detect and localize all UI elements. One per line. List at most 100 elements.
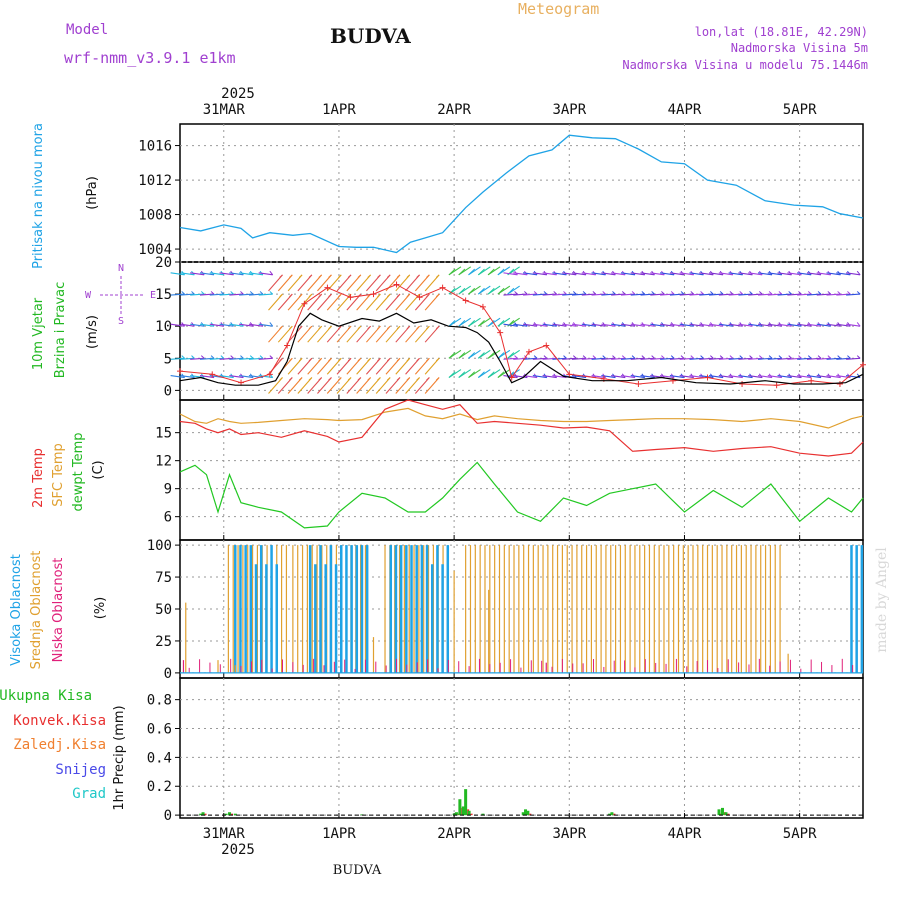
- gust-marker: [177, 368, 183, 375]
- pressure-ticks: 1004 1008 1012 1016: [138, 139, 801, 262]
- gust-marker: [808, 377, 815, 384]
- wind-arrow: [199, 374, 215, 379]
- wind-arrow-head: [269, 270, 274, 276]
- wind-arrow: [581, 323, 596, 327]
- wind-arrow: [689, 374, 704, 379]
- wind-arrow-head: [347, 274, 352, 278]
- wind-arrow-head: [318, 377, 323, 381]
- wind-arrow-head: [729, 355, 734, 359]
- wind-arrow-head: [468, 320, 476, 327]
- wind-arrow-head: [289, 325, 293, 330]
- wind-arrow: [640, 272, 655, 276]
- wind-arrow-head: [386, 274, 391, 278]
- pressure-series: [179, 134, 864, 254]
- wind-arrow: [650, 293, 665, 296]
- wind-arrow-head: [279, 357, 283, 362]
- wind-arrow-head: [847, 355, 851, 359]
- y-tick-label: 1008: [138, 208, 172, 224]
- wind-arrow: [170, 272, 185, 276]
- precip-total-bar: [481, 813, 485, 816]
- wind-arrow: [180, 272, 195, 276]
- wind-arrow-head: [448, 371, 456, 378]
- credit-watermark: made by Angel: [874, 547, 890, 653]
- wind-arrow: [669, 272, 684, 276]
- y-tick-label: 1012: [138, 173, 172, 189]
- wind-arrow-head: [563, 291, 567, 295]
- wind-arrow: [591, 272, 606, 276]
- wind-arrow-head: [690, 291, 695, 295]
- y-tick-label: 1016: [138, 139, 172, 155]
- cloud-cover-bars: [180, 545, 864, 674]
- precip-total-bar: [461, 806, 465, 816]
- wind-arrow: [767, 272, 782, 276]
- bottom-year-label: 2025: [221, 842, 255, 858]
- wind-arrow-head: [259, 355, 264, 359]
- gust-marker: [860, 361, 866, 368]
- wind-arrow: [777, 272, 792, 276]
- wind-arrow: [562, 357, 577, 360]
- wind-arrow-head: [631, 355, 636, 359]
- wind-arrow-head: [347, 357, 352, 362]
- gust-marker: [479, 303, 486, 310]
- gust-marker: [566, 371, 573, 378]
- wind-arrow: [199, 357, 215, 360]
- y-tick-label: 75: [155, 570, 172, 586]
- wind-arrow-head: [468, 287, 476, 295]
- wind-arrow-head: [318, 293, 323, 298]
- wind-arrow-head: [416, 325, 420, 330]
- precip-total-bar: [452, 813, 456, 816]
- wind-arrow-head: [377, 357, 381, 362]
- wind-arrow-head: [798, 355, 802, 359]
- wind-label-b: Brzina i Pravac: [53, 282, 68, 379]
- wind-arrow: [797, 293, 812, 296]
- wind-arrow-head: [592, 355, 597, 359]
- wind-arrow: [630, 374, 645, 379]
- wind-arrow-head: [817, 355, 822, 359]
- precip-label-conv: Konvek.Kisa: [13, 713, 106, 729]
- wind-arrow: [748, 374, 763, 379]
- altitude-label: Nadmorska Visina 5m: [731, 41, 868, 55]
- wind-arrow: [708, 374, 724, 379]
- wind-arrow-head: [458, 371, 466, 378]
- wind-arrow-head: [719, 355, 724, 359]
- wind-arrow: [620, 357, 635, 360]
- wind-arrow-head: [533, 355, 538, 359]
- wind-arrow: [669, 323, 684, 327]
- wind-arrow-head: [338, 325, 342, 330]
- wind-arrow-head: [367, 274, 371, 278]
- wind-arrow: [170, 293, 185, 296]
- wind-arrow: [816, 323, 831, 327]
- wind-arrow: [826, 357, 841, 360]
- wind-arrow: [777, 374, 792, 379]
- wind-arrow: [513, 323, 528, 327]
- wind-unit: (m/s): [85, 315, 100, 349]
- product-title: Meteogram: [518, 0, 599, 18]
- wind-frame: [179, 261, 864, 401]
- wind-arrow-head: [406, 357, 411, 362]
- wind-arrow-head: [367, 325, 371, 330]
- wind-arrow-head: [426, 274, 430, 278]
- wind-arrow-head: [582, 291, 587, 295]
- wind-arrow-head: [406, 293, 411, 298]
- wind-arrow-head: [230, 355, 234, 359]
- bottom-date-labels: 31MAR 1APR 2APR 3APR 4APR 5APR: [203, 826, 817, 842]
- wind-arrow-head: [328, 293, 332, 298]
- wind-arrow-head: [249, 291, 254, 295]
- wind-arrow-head: [477, 268, 485, 276]
- wind-arrow: [738, 357, 753, 360]
- wind-arrow: [503, 357, 518, 360]
- wind-arrow-head: [279, 377, 283, 381]
- y-tick-label: 0: [164, 808, 172, 824]
- wind-arrow-head: [661, 291, 665, 295]
- wind-arrow: [219, 323, 234, 327]
- wind-arrow-head: [572, 355, 577, 359]
- wind-arrow-head: [602, 355, 606, 359]
- precip-total-bar: [233, 813, 237, 816]
- wind-arrow-head: [181, 291, 185, 295]
- wind-arrow-head: [318, 325, 323, 330]
- wind-arrow: [797, 323, 812, 327]
- wind-arrow-head: [377, 377, 381, 381]
- wind-arrow: [219, 374, 234, 379]
- wind-arrow-head: [651, 355, 655, 359]
- wind-arrow: [522, 272, 538, 276]
